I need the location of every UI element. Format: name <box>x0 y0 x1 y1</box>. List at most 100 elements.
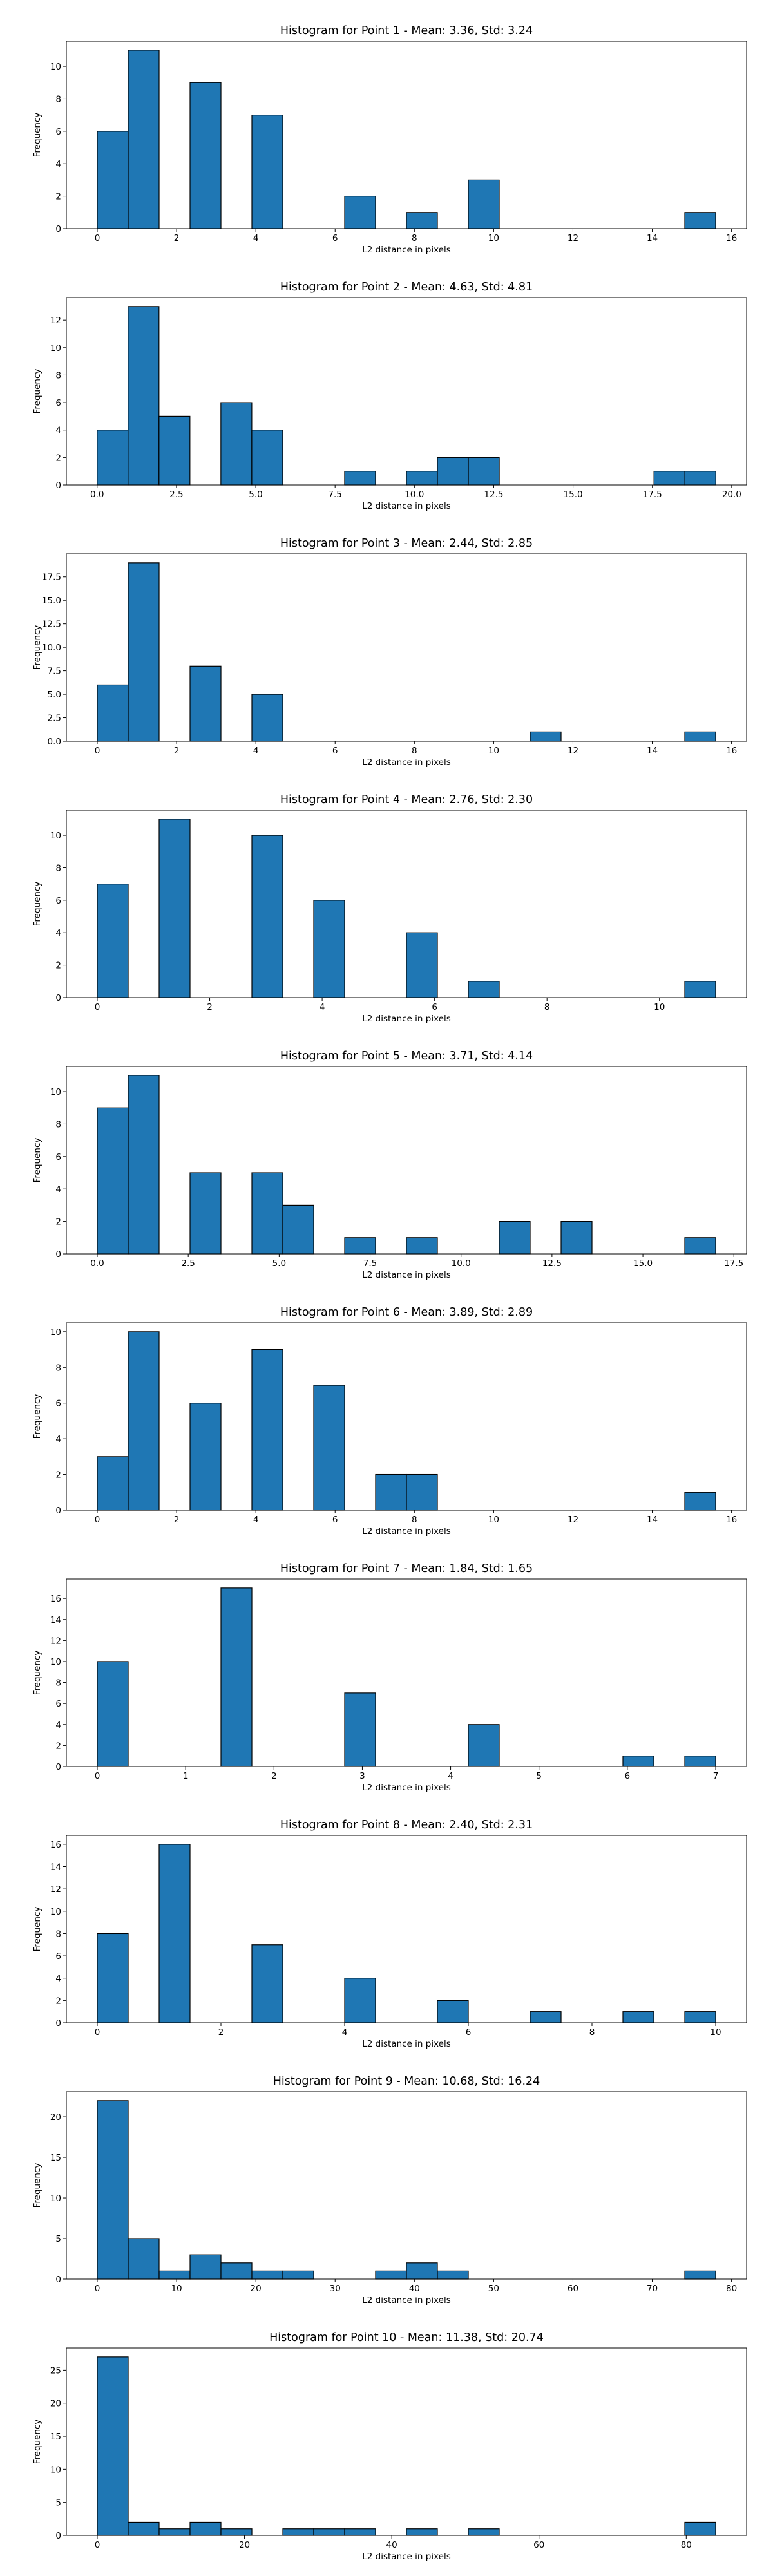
histogram-bar <box>158 1844 191 2023</box>
chart-title: Histogram for Point 5 - Mean: 3.71, Std:… <box>280 1050 533 1063</box>
x-tick-label: 4 <box>253 746 259 756</box>
x-tick-label: 80 <box>681 2540 692 2550</box>
histogram-bar <box>189 2254 222 2280</box>
y-tick-label: 8 <box>55 1929 61 1939</box>
y-tick-label: 0.0 <box>48 737 61 747</box>
y-tick-label: 2 <box>55 961 61 971</box>
bars <box>97 819 716 998</box>
x-tick-label: 10 <box>171 2284 182 2294</box>
histogram-panel-10: Histogram for Point 10 - Mean: 11.38, St… <box>32 2331 747 2562</box>
y-tick-label: 2 <box>55 1217 61 1227</box>
histogram-panel-8: Histogram for Point 8 - Mean: 2.40, Std:… <box>32 1819 747 2049</box>
histogram-bar <box>344 471 376 486</box>
y-tick-label: 15 <box>50 2153 61 2163</box>
x-tick-label: 0.0 <box>90 489 104 500</box>
x-axis-label: L2 distance in pixels <box>362 1783 450 1793</box>
x-tick-label: 7.5 <box>328 489 341 500</box>
y-tick-label: 10 <box>50 2465 61 2475</box>
y-tick-label: 0 <box>55 993 61 1003</box>
y-tick-label: 20 <box>50 2112 61 2123</box>
x-tick-label: 40 <box>386 2540 397 2550</box>
x-tick-label: 0 <box>95 233 100 243</box>
histogram-bar <box>406 1473 438 1511</box>
y-tick-label: 6 <box>55 1951 61 1962</box>
histogram-bar <box>220 2528 253 2536</box>
histogram-bar <box>251 1944 283 2023</box>
x-tick-label: 6 <box>432 1002 437 1012</box>
x-tick-label: 2.5 <box>181 1258 195 1269</box>
histogram-bar <box>406 932 438 998</box>
histogram-bar <box>684 1237 716 1255</box>
y-tick-label: 0 <box>55 224 61 234</box>
histogram-bar <box>97 2356 129 2536</box>
histogram-bar <box>97 131 129 229</box>
y-tick-label: 6 <box>55 1399 61 1409</box>
y-tick-label: 0 <box>55 1249 61 1260</box>
x-axis-label: L2 distance in pixels <box>362 1270 450 1280</box>
histogram-bar <box>251 694 283 742</box>
histogram-bar <box>313 900 345 998</box>
y-tick-label: 4 <box>55 1184 61 1195</box>
x-tick-label: 2 <box>218 2027 224 2038</box>
histogram-bar <box>406 2262 438 2280</box>
histogram-bar <box>189 2521 222 2536</box>
histogram-bar <box>313 2528 345 2536</box>
x-tick-label: 10 <box>710 2027 721 2038</box>
x-tick-label: 10.0 <box>405 489 424 500</box>
x-tick-label: 0 <box>95 2027 100 2038</box>
histogram-bar <box>97 884 129 998</box>
y-tick-label: 20 <box>50 2399 61 2409</box>
histogram-bar <box>189 1403 222 1511</box>
histogram-bar <box>128 306 160 486</box>
histogram-bar <box>128 1075 160 1255</box>
chart-title: Histogram for Point 4 - Mean: 2.76, Std:… <box>280 793 533 806</box>
x-tick-label: 2 <box>174 233 180 243</box>
y-tick-label: 12.5 <box>42 620 61 630</box>
x-tick-label: 0 <box>95 2540 100 2550</box>
y-tick-label: 4 <box>55 159 61 169</box>
x-tick-label: 10 <box>654 1002 665 1012</box>
x-tick-label: 12.5 <box>542 1258 562 1269</box>
y-axis-label: Frequency <box>32 625 43 670</box>
x-axis-label: L2 distance in pixels <box>362 757 450 768</box>
histogram-bar <box>97 430 129 486</box>
y-tick-label: 16 <box>50 1594 61 1604</box>
y-tick-label: 15 <box>50 2432 61 2442</box>
bars <box>97 2356 716 2536</box>
x-tick-label: 10 <box>488 233 499 243</box>
x-tick-label: 80 <box>726 2284 737 2294</box>
y-tick-label: 6 <box>55 127 61 137</box>
histogram-bar <box>158 819 191 998</box>
bars <box>97 1844 716 2023</box>
x-tick-label: 3 <box>359 1771 365 1781</box>
histogram-panel-3: Histogram for Point 3 - Mean: 2.44, Std:… <box>32 537 747 768</box>
x-tick-label: 0 <box>95 2284 100 2294</box>
y-tick-label: 10 <box>50 831 61 841</box>
histogram-bar <box>282 1204 314 1255</box>
x-tick-label: 0 <box>95 746 100 756</box>
axes-frame <box>66 553 747 742</box>
y-tick-label: 2 <box>55 453 61 463</box>
histogram-bar <box>684 731 716 742</box>
x-tick-label: 12 <box>568 746 578 756</box>
axes-frame <box>66 1578 747 1767</box>
bars <box>97 50 716 229</box>
histogram-bar <box>499 1221 531 1255</box>
x-tick-label: 17.5 <box>643 489 662 500</box>
y-tick-label: 0 <box>55 2018 61 2029</box>
histogram-bar <box>251 835 283 998</box>
y-tick-label: 14 <box>50 1615 61 1625</box>
x-tick-label: 5 <box>536 1771 542 1781</box>
y-tick-label: 6 <box>55 1699 61 1709</box>
y-tick-label: 6 <box>55 398 61 408</box>
axes-frame <box>66 1835 747 2023</box>
y-tick-label: 4 <box>55 1434 61 1444</box>
histogram-bar <box>97 1456 129 1511</box>
x-axis-label: L2 distance in pixels <box>362 2295 450 2306</box>
y-tick-label: 7.5 <box>48 667 61 677</box>
bars <box>97 1331 716 1511</box>
chart-title: Histogram for Point 9 - Mean: 10.68, Std… <box>273 2075 540 2088</box>
x-tick-label: 15.0 <box>564 489 583 500</box>
histogram-bar <box>97 1107 129 1255</box>
histogram-bar <box>530 2011 562 2023</box>
